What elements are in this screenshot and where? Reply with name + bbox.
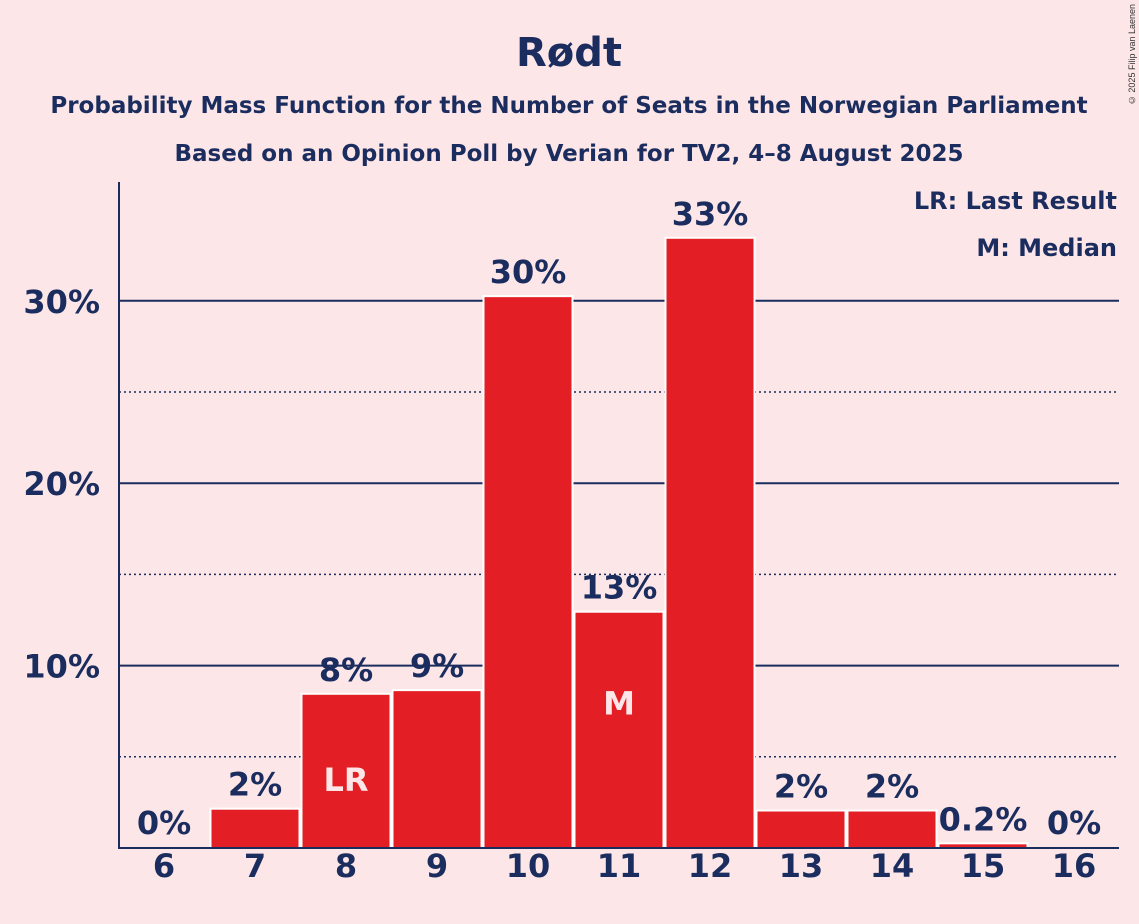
value-label-9: 9% xyxy=(410,647,464,685)
bar-marker-m: M xyxy=(603,685,635,723)
axes: 10% 20% 30% 6 7 8 9 10 11 12 13 14 15 16 xyxy=(23,182,1119,885)
bar-14 xyxy=(848,811,936,848)
x-tick-label-13: 13 xyxy=(779,847,824,885)
legend-last-result: LR: Last Result xyxy=(914,187,1117,215)
x-tick-label-11: 11 xyxy=(597,847,642,885)
bar-12 xyxy=(666,238,754,848)
value-label-8: 8% xyxy=(319,651,373,689)
bar-8 xyxy=(302,694,390,848)
chart-subtitle-1: Probability Mass Function for the Number… xyxy=(50,93,1087,119)
value-label-6: 0% xyxy=(137,804,191,842)
bar-7 xyxy=(211,809,299,848)
x-tick-label-10: 10 xyxy=(506,847,551,885)
x-tick-label-9: 9 xyxy=(426,847,448,885)
bar-9 xyxy=(393,691,481,848)
value-label-7: 2% xyxy=(228,766,282,804)
value-label-15: 0.2% xyxy=(939,800,1028,838)
x-tick-label-7: 7 xyxy=(244,847,266,885)
bar-11 xyxy=(575,612,663,848)
x-tick-label-14: 14 xyxy=(870,847,915,885)
y-tick-label: 20% xyxy=(23,465,100,503)
value-label-12: 33% xyxy=(672,195,749,233)
value-labels: 0% 2% 8% LR 9% 30% 13% M 33% 2% 2% 0.2% 0% xyxy=(137,195,1101,842)
bar-marker-lr: LR xyxy=(323,761,368,799)
value-label-13: 2% xyxy=(774,768,828,806)
y-tick-label: 10% xyxy=(23,648,100,686)
bar-13 xyxy=(757,811,845,848)
copyright-note: © 2025 Filip van Laenen xyxy=(1127,4,1137,106)
chart-title: Rødt xyxy=(516,30,622,76)
x-tick-label-16: 16 xyxy=(1052,847,1097,885)
legend-median: M: Median xyxy=(976,234,1117,262)
value-label-10: 30% xyxy=(490,253,567,291)
x-tick-label-6: 6 xyxy=(153,847,175,885)
value-label-16: 0% xyxy=(1047,804,1101,842)
y-tick-label: 30% xyxy=(23,283,100,321)
x-tick-label-12: 12 xyxy=(688,847,733,885)
bar-15 xyxy=(939,844,1027,848)
value-label-14: 2% xyxy=(865,768,919,806)
bars xyxy=(209,236,1029,849)
x-tick-label-8: 8 xyxy=(335,847,357,885)
value-label-11: 13% xyxy=(581,569,658,607)
bar-10 xyxy=(484,297,572,849)
chart-subtitle-2: Based on an Opinion Poll by Verian for T… xyxy=(174,141,963,167)
x-tick-label-15: 15 xyxy=(961,847,1006,885)
